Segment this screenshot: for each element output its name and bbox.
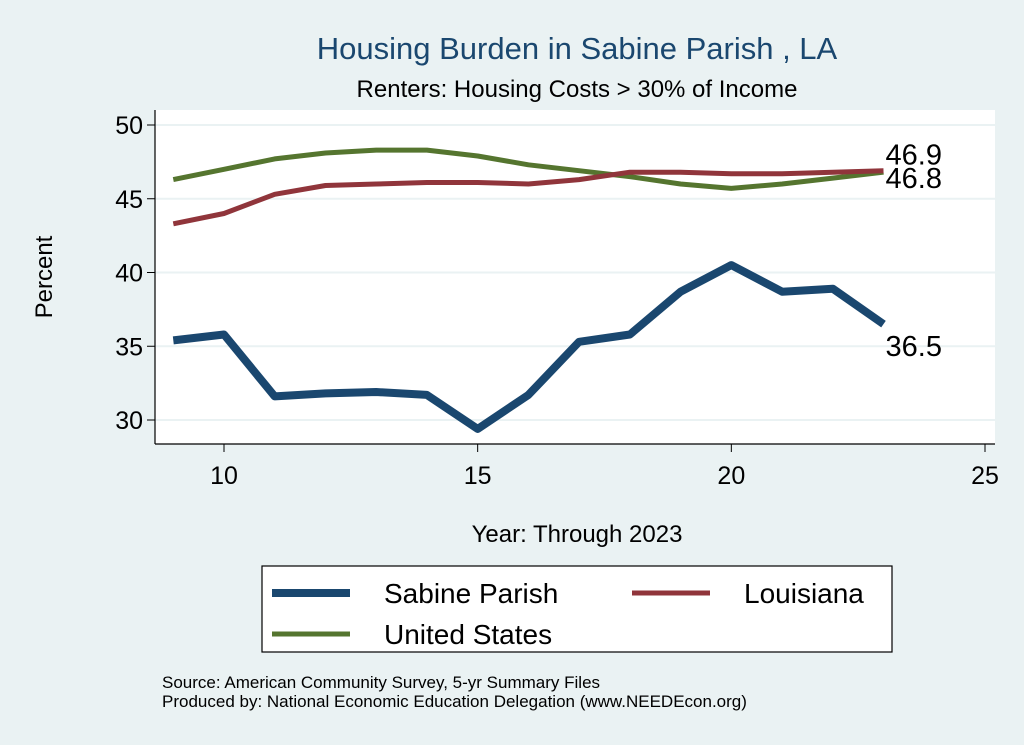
x-axis-label: Year: Through 2023 — [472, 521, 683, 548]
series-line-sabine-parish — [172, 261, 886, 433]
y-tick-label-30: 30 — [115, 407, 143, 435]
y-tick-label-35: 35 — [115, 333, 143, 361]
y-tick-label-50: 50 — [115, 112, 143, 140]
end-label-sabine-parish: 36.5 — [886, 331, 942, 363]
series-line-united-states — [172, 147, 884, 191]
y-axis-label: Percent — [31, 235, 58, 318]
plot-area — [155, 110, 995, 444]
y-tick-label-45: 45 — [115, 186, 143, 214]
end-label-united-states: 46.8 — [886, 163, 942, 195]
chart-subtitle: Renters: Housing Costs > 30% of Income — [357, 76, 798, 103]
legend-label-united-states: United States — [384, 619, 552, 650]
x-tick-label-25: 25 — [971, 462, 999, 490]
producer-note: Produced by: National Economic Education… — [162, 692, 747, 711]
legend-label-louisiana: Louisiana — [744, 578, 864, 609]
x-tick-label-15: 15 — [464, 462, 492, 490]
series-line-louisiana — [172, 168, 884, 227]
y-tick-label-40: 40 — [115, 260, 143, 288]
end-label-louisiana: 46.9 — [886, 140, 942, 172]
legend-label-sabine-parish: Sabine Parish — [384, 578, 558, 609]
legend: Sabine Parish Louisiana United States — [261, 565, 893, 653]
chart-title: Housing Burden in Sabine Parish , LA — [317, 31, 838, 66]
x-tick-label-20: 20 — [717, 462, 745, 490]
x-tick-label-10: 10 — [210, 462, 238, 490]
source-note: Source: American Community Survey, 5-yr … — [162, 673, 600, 692]
